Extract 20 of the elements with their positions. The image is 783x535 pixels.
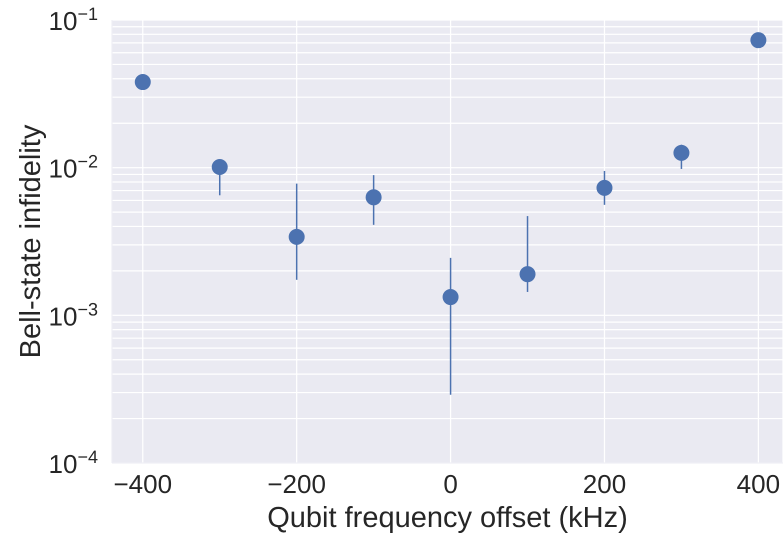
point	[212, 159, 228, 176]
y-tick-label: 10$^{−4}$	[48, 447, 98, 479]
y-tick-label: 10$^{−2}$	[48, 152, 98, 184]
y-tick-label: 10$^{−3}$	[48, 299, 98, 332]
x-tick-label: 0	[443, 469, 458, 499]
point	[673, 144, 690, 161]
x-tick-label: −400	[113, 469, 172, 499]
x-axis-title: Qubit frequency offset (kHz)	[267, 502, 628, 534]
point	[520, 266, 536, 282]
point	[442, 289, 459, 306]
y-axis-title: Bell-state infidelity	[15, 124, 47, 358]
x-tick-label: −200	[267, 469, 326, 499]
point	[366, 189, 382, 206]
point	[750, 32, 766, 48]
point	[134, 74, 151, 90]
x-tick-label: 200	[582, 469, 626, 499]
x-tick-label: 400	[736, 469, 780, 499]
y-tick-label: 10$^{−1}$	[48, 4, 98, 36]
point	[288, 228, 305, 245]
point	[596, 180, 612, 196]
